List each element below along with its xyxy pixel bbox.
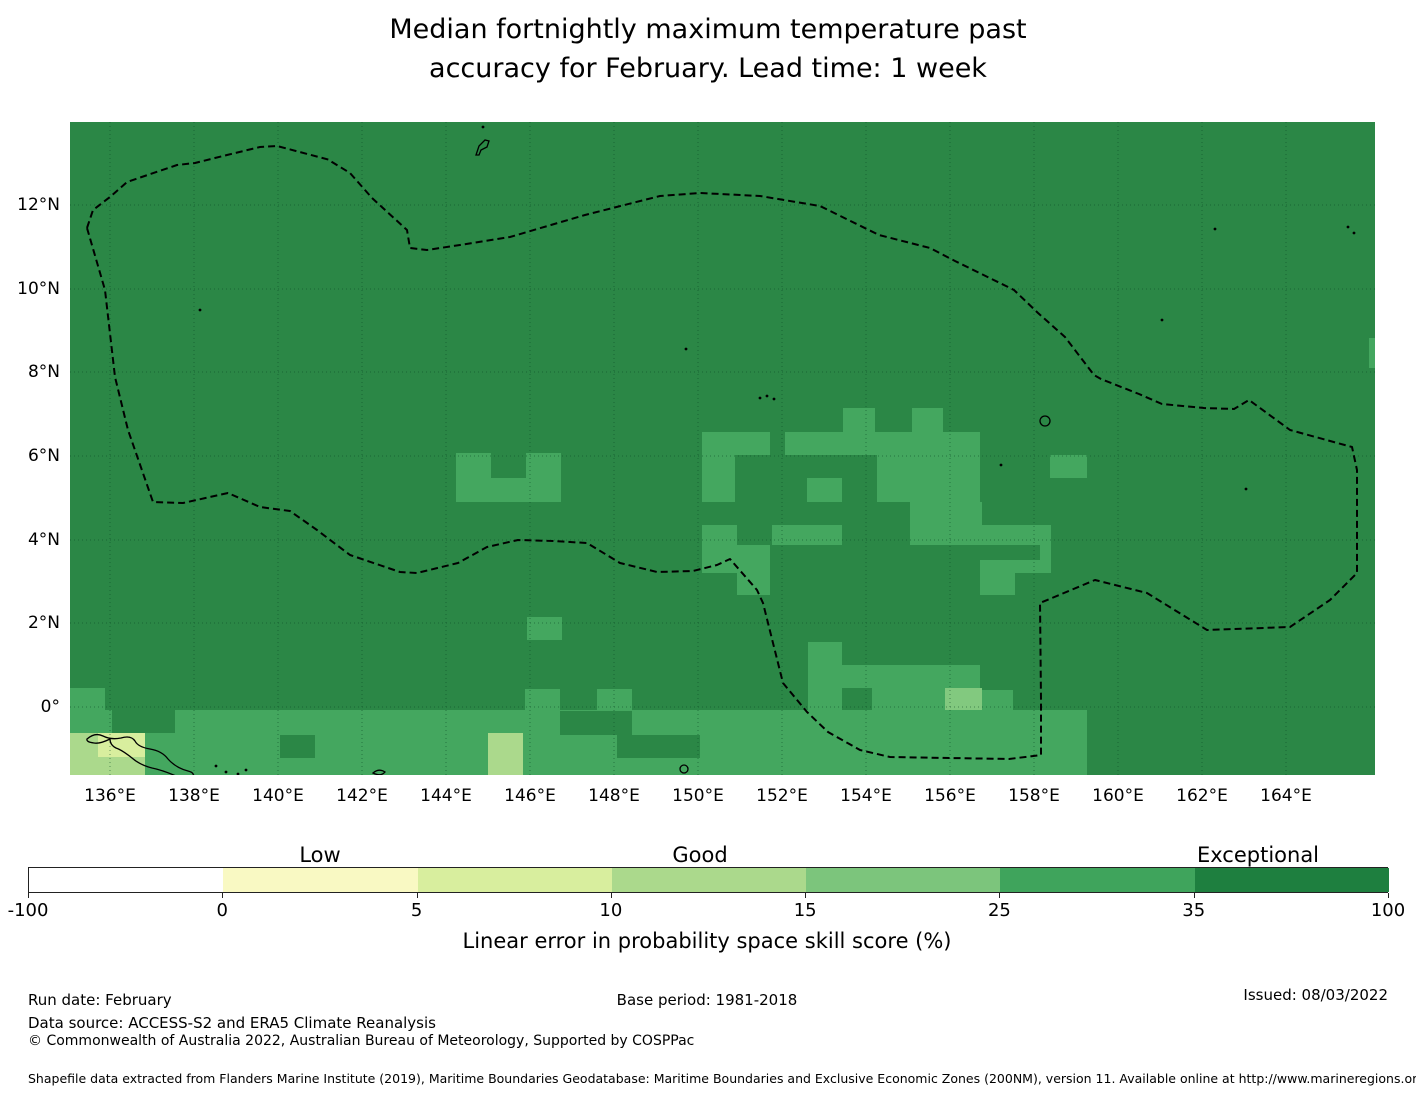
colorbar-tick-label: -100 [7, 900, 49, 921]
x-tick-label: 136°E [84, 786, 136, 806]
colorbar-tick-label: 5 [410, 900, 423, 921]
colorbar-axis-label: Linear error in probability space skill … [462, 929, 952, 953]
shapefile-text: Shapefile data extracted from Flanders M… [28, 1071, 1416, 1086]
y-tick-label: 12°N [17, 195, 60, 215]
colorbar-segment [223, 868, 418, 892]
issued-text: Issued: 08/03/2022 [1243, 986, 1388, 1004]
colorbar-tick [28, 893, 29, 898]
y-tick-label: 2°N [27, 613, 60, 633]
x-tick-label: 146°E [504, 786, 556, 806]
data-source-text: Data source: ACCESS-S2 and ERA5 Climate … [28, 1014, 436, 1032]
copyright-text: © Commonwealth of Australia 2022, Austra… [28, 1033, 695, 1049]
x-tick-label: 138°E [168, 786, 220, 806]
chart-title: Median fortnightly maximum temperature p… [0, 10, 1416, 88]
colorbar-tick [1193, 893, 1195, 898]
colorbar-tick-label: 35 [1182, 900, 1206, 921]
x-tick-label: 160°E [1092, 786, 1144, 806]
colorbar-tick-label: 0 [216, 900, 229, 921]
x-tick-label: 150°E [672, 786, 724, 806]
x-tick-label: 154°E [840, 786, 892, 806]
x-tick-label: 140°E [252, 786, 304, 806]
x-tick-label: 148°E [588, 786, 640, 806]
run-date-text: Run date: February [28, 991, 172, 1009]
chart-title-line2: accuracy for February. Lead time: 1 week [429, 53, 987, 84]
x-tick-label: 144°E [420, 786, 472, 806]
map-canvas [70, 122, 1375, 780]
colorbar-tick [1388, 893, 1389, 898]
colorbar-tick-label: 15 [793, 900, 817, 921]
x-tick-label: 162°E [1176, 786, 1228, 806]
colorbar-category-label: Exceptional [1196, 843, 1320, 867]
colorbar-tick-label: 10 [599, 900, 623, 921]
y-tick-label: 10°N [17, 279, 60, 299]
colorbar-segment [29, 868, 224, 892]
colorbar-tick-label: 100 [1370, 900, 1406, 921]
base-period-text: Base period: 1981-2018 [616, 991, 798, 1009]
map-svg [70, 122, 1375, 780]
gridlines [70, 122, 1375, 775]
x-tick-label: 152°E [756, 786, 808, 806]
colorbar-segment [806, 868, 1001, 892]
y-tick-label: 0° [40, 697, 60, 717]
x-tick-label: 142°E [336, 786, 388, 806]
colorbar-tick [222, 893, 224, 898]
y-tick-label: 6°N [27, 446, 60, 466]
colorbar [28, 867, 1389, 893]
map-cells [70, 338, 1375, 775]
chart-title-line1: Median fortnightly maximum temperature p… [389, 14, 1027, 45]
y-tick-label: 4°N [27, 530, 60, 550]
colorbar-tick [805, 893, 807, 898]
y-tick-label: 8°N [27, 362, 60, 382]
colorbar-tick [416, 893, 418, 898]
new-hanover-island-outline [371, 769, 386, 776]
colorbar-segment [1000, 868, 1195, 892]
eez-boundary [86, 145, 1358, 760]
colorbar-tick-label: 25 [987, 900, 1011, 921]
colorbar-category-label: Low [299, 843, 341, 867]
x-tick-label: 156°E [924, 786, 976, 806]
x-tick-label: 158°E [1008, 786, 1060, 806]
colorbar-tick [610, 893, 612, 898]
colorbar-category-label: Good [672, 843, 728, 867]
colorbar-segment [1194, 868, 1389, 892]
guam-island-outline [475, 139, 490, 156]
x-tick-label: 164°E [1260, 786, 1312, 806]
colorbar-segment [611, 868, 807, 892]
colorbar-segment [417, 868, 612, 892]
colorbar-tick [999, 893, 1001, 898]
